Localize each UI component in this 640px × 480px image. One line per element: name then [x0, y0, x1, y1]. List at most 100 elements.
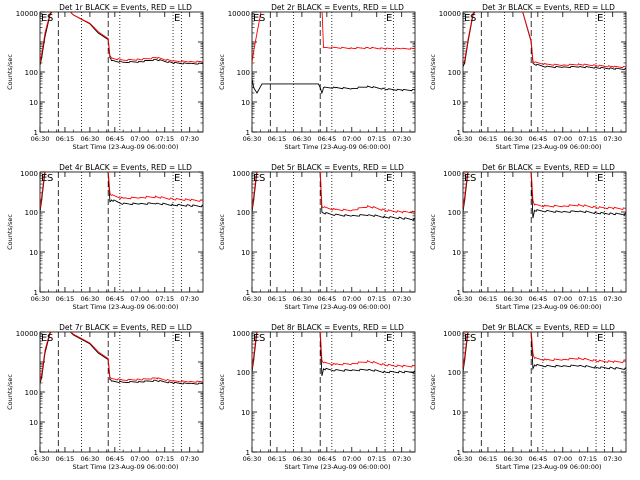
x-tick-label: 07:30 — [603, 455, 622, 463]
x-tick-label: 06:15 — [479, 455, 498, 463]
chart-title: Det 1r BLACK = Events, RED = LLD — [59, 3, 192, 12]
y-tick-label: 100 — [448, 369, 461, 377]
marker-S: S — [259, 333, 265, 344]
y-tick-label: 100 — [237, 369, 250, 377]
marker-E-start: E — [41, 13, 47, 24]
y-axis-label: Counts/sec — [6, 54, 14, 90]
x-tick-label: 06:45 — [528, 295, 547, 303]
marker-E-start: E — [253, 13, 259, 24]
x-tick-label: 07:15 — [367, 135, 386, 143]
marker-E-end: E — [597, 333, 603, 344]
series-line-events — [463, 332, 626, 373]
x-tick-label: 06:45 — [105, 135, 124, 143]
x-tick-label: 07:30 — [180, 455, 199, 463]
y-axis-label: Counts/sec — [218, 214, 226, 250]
marker-E-end: E — [597, 13, 603, 24]
y-tick-label: 10000 — [439, 10, 461, 18]
chart-panel-3: Det 3r BLACK = Events, RED = LLD 1 10 100 10… — [429, 3, 627, 151]
x-tick-label: 07:00 — [130, 455, 149, 463]
x-axis-label: Start Time (23-Aug-09 06:00:00) — [284, 303, 390, 311]
y-tick-label: 1 — [457, 289, 461, 297]
x-tick-label: 07:00 — [342, 135, 361, 143]
y-tick-label: 10 — [29, 99, 38, 107]
x-tick-label: 06:45 — [528, 135, 547, 143]
plot-area — [463, 12, 626, 132]
chart-title: Det 4r BLACK = Events, RED = LLD — [59, 163, 192, 172]
marker-E-start: E — [464, 13, 470, 24]
x-tick-label: 06:45 — [105, 295, 124, 303]
x-tick-label: 07:00 — [342, 455, 361, 463]
series-line-lld — [252, 12, 415, 64]
marker-S: S — [47, 173, 53, 184]
series-line-lld — [463, 172, 626, 211]
x-tick-label: 06:15 — [268, 135, 287, 143]
series-line-lld — [40, 332, 203, 383]
y-tick-label: 100 — [25, 209, 38, 217]
y-tick-label: 1 — [34, 129, 38, 137]
marker-E-start: E — [253, 333, 259, 344]
x-tick-label: 06:30 — [81, 455, 100, 463]
x-tick-label: 06:30 — [293, 135, 312, 143]
y-tick-label: 1 — [34, 449, 38, 457]
series-line-events — [463, 172, 626, 219]
marker-E-end: E — [386, 13, 392, 24]
x-tick-label: 06:30 — [31, 455, 50, 463]
plot-frame — [251, 331, 416, 453]
series-line-events — [252, 172, 415, 221]
x-tick-label: 06:15 — [479, 295, 498, 303]
x-tick-label: 07:30 — [180, 295, 199, 303]
x-tick-label: 07:30 — [603, 135, 622, 143]
series-line-events — [40, 332, 203, 385]
plot-area — [463, 172, 626, 292]
plot-frame — [39, 171, 204, 293]
marker-S: S — [259, 13, 265, 24]
x-tick-label: 07:30 — [603, 295, 622, 303]
x-tick-label: 06:30 — [81, 135, 100, 143]
chart-title: Det 9r BLACK = Events, RED = LLD — [482, 323, 615, 332]
y-tick-label: 10000 — [228, 10, 250, 18]
chart-panel-7: Det 7r BLACK = Events, RED = LLD 1 10 100 10… — [6, 323, 204, 471]
marker-E-end: E — [386, 333, 392, 344]
marker-E-end: E — [386, 173, 392, 184]
chart-title: Det 2r BLACK = Events, RED = LLD — [271, 3, 404, 12]
x-tick-label: 07:15 — [578, 135, 597, 143]
x-axis-label: Start Time (23-Aug-09 06:00:00) — [495, 143, 601, 151]
x-tick-label: 06:15 — [56, 295, 75, 303]
marker-E-end: E — [174, 13, 180, 24]
series-line-lld — [252, 172, 415, 214]
x-tick-label: 07:00 — [553, 295, 572, 303]
x-tick-label: 06:30 — [243, 295, 262, 303]
marker-E-start: E — [41, 333, 47, 344]
y-tick-label: 1 — [246, 449, 250, 457]
x-tick-label: 07:15 — [367, 295, 386, 303]
series-line-lld — [463, 12, 626, 69]
plot-area — [252, 172, 415, 292]
x-tick-label: 07:15 — [155, 135, 174, 143]
y-tick-label: 10 — [241, 409, 250, 417]
x-tick-label: 06:15 — [479, 135, 498, 143]
y-tick-label: 1000 — [232, 170, 250, 178]
marker-S: S — [470, 333, 476, 344]
chart-title: Det 5r BLACK = Events, RED = LLD — [271, 163, 404, 172]
series-line-lld — [40, 12, 203, 64]
x-tick-label: 06:30 — [504, 295, 523, 303]
y-tick-label: 100 — [25, 389, 38, 397]
y-tick-label: 10000 — [16, 330, 38, 338]
plot-frame — [462, 331, 627, 453]
series-line-lld — [40, 172, 203, 209]
y-axis-label: Counts/sec — [429, 54, 437, 90]
y-tick-label: 10 — [241, 249, 250, 257]
chart-panel-6: Det 6r BLACK = Events, RED = LLD 1 10 100 10… — [429, 163, 627, 311]
series-line-events — [40, 12, 203, 66]
chart-panel-1: Det 1r BLACK = Events, RED = LLD 1 10 100 10… — [6, 3, 204, 151]
plot-frame — [251, 171, 416, 293]
chart-title: Det 6r BLACK = Events, RED = LLD — [482, 163, 615, 172]
marker-S: S — [259, 173, 265, 184]
chart-title: Det 3r BLACK = Events, RED = LLD — [482, 3, 615, 12]
chart-title: Det 7r BLACK = Events, RED = LLD — [59, 323, 192, 332]
x-tick-label: 07:00 — [130, 295, 149, 303]
marker-E-start: E — [41, 173, 47, 184]
chart-title: Det 8r BLACK = Events, RED = LLD — [271, 323, 404, 332]
marker-E-end: E — [597, 173, 603, 184]
x-tick-label: 06:30 — [293, 295, 312, 303]
